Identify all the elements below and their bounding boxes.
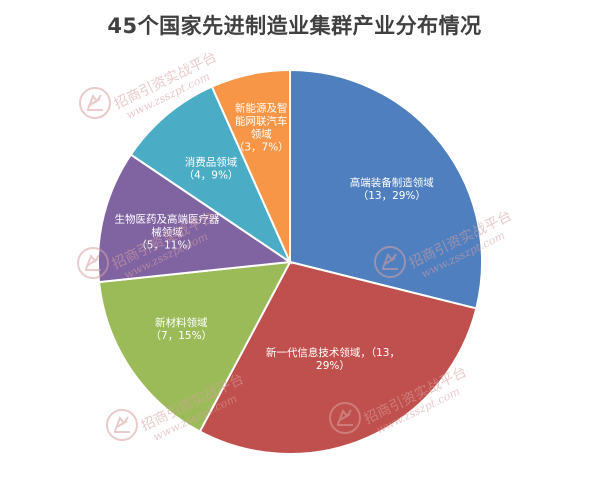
slice-label-1-line-1: 高端装备制造领域 [350, 176, 434, 189]
watermark-seal-mark-icon [337, 409, 353, 426]
pie-slice-3 [97, 260, 292, 433]
watermark-seal-mark-icon [114, 416, 130, 433]
watermark-seal-mark-icon [382, 253, 398, 270]
slice-label-3-line-1: 新材料领域 [155, 316, 208, 329]
slices-layer [97, 68, 483, 455]
slice-label-4-line-2: 械领域 [151, 225, 183, 238]
pie-slice-1 [289, 68, 483, 310]
slice-label-6-line-2: 能网联汽车 [235, 114, 288, 127]
slice-label-3-line-2: （7，15%） [151, 330, 213, 342]
slice-label-4-line-1: 生物医药及高端医疗器 [115, 212, 220, 225]
slice-label-6-line-3: 领域 [251, 127, 272, 140]
pie-slice-2 [198, 260, 478, 455]
labels-layer: 高端装备制造领域（13，29%）新一代信息技术领域，（13，29%）新材料领域（… [115, 101, 435, 372]
slice-label-1-line-2: （13，29%） [358, 190, 426, 202]
watermark-seal-icon [106, 409, 138, 441]
slice-label-2-line-1: 新一代信息技术领域，（13， [266, 346, 400, 359]
slice-label-2-line-2: 29%） [316, 360, 350, 372]
watermark-seal-icon [329, 402, 361, 434]
watermark-seal-icon [79, 87, 111, 119]
pie-slice-4 [97, 153, 293, 284]
chart-title: 45个国家先进制造业集群产业分布情况 [107, 14, 482, 38]
slice-label-5-line-1: 消费品领域 [185, 155, 238, 168]
pie-slice-6 [210, 68, 291, 263]
slice-label-5-line-2: （4，9%） [184, 169, 239, 181]
watermark-seal-icon [77, 247, 109, 279]
slice-label-6-line-1: 新能源及智 [235, 101, 288, 114]
watermark-seal-icon [374, 246, 406, 278]
slice-label-4-line-3: （5，11%） [136, 239, 198, 251]
pie-slice-5 [129, 85, 293, 265]
watermark-seal-mark-icon [85, 254, 101, 271]
watermark-seal-mark-icon [87, 94, 103, 111]
slice-label-6-line-4: （3，7%） [234, 141, 289, 153]
